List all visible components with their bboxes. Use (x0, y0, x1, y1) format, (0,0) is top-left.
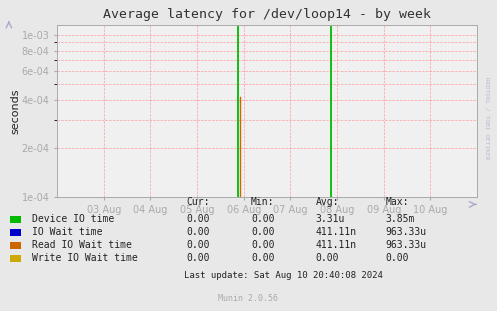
Text: Max:: Max: (385, 197, 409, 207)
Text: 0.00: 0.00 (186, 240, 210, 250)
Y-axis label: seconds: seconds (10, 88, 20, 134)
Text: Read IO Wait time: Read IO Wait time (32, 240, 132, 250)
Text: 411.11n: 411.11n (316, 240, 357, 250)
Text: Avg:: Avg: (316, 197, 339, 207)
Text: Munin 2.0.56: Munin 2.0.56 (219, 294, 278, 303)
Text: 411.11n: 411.11n (316, 227, 357, 237)
Text: 0.00: 0.00 (251, 253, 274, 263)
Text: Write IO Wait time: Write IO Wait time (32, 253, 138, 263)
Text: Cur:: Cur: (186, 197, 210, 207)
Text: 0.00: 0.00 (385, 253, 409, 263)
Text: 963.33u: 963.33u (385, 240, 426, 250)
Text: 0.00: 0.00 (251, 240, 274, 250)
Text: 0.00: 0.00 (186, 253, 210, 263)
Text: 0.00: 0.00 (316, 253, 339, 263)
Title: Average latency for /dev/loop14 - by week: Average latency for /dev/loop14 - by wee… (103, 8, 431, 21)
Text: 0.00: 0.00 (186, 214, 210, 224)
Text: 0.00: 0.00 (251, 227, 274, 237)
Text: 0.00: 0.00 (251, 214, 274, 224)
Text: Min:: Min: (251, 197, 274, 207)
Text: RRDTOOL / TOBI OETIKER: RRDTOOL / TOBI OETIKER (485, 77, 490, 160)
Text: 963.33u: 963.33u (385, 227, 426, 237)
Text: Last update: Sat Aug 10 20:40:08 2024: Last update: Sat Aug 10 20:40:08 2024 (184, 271, 383, 280)
Text: Device IO time: Device IO time (32, 214, 114, 224)
Text: IO Wait time: IO Wait time (32, 227, 103, 237)
Text: 3.85m: 3.85m (385, 214, 414, 224)
Text: 3.31u: 3.31u (316, 214, 345, 224)
Text: 0.00: 0.00 (186, 227, 210, 237)
